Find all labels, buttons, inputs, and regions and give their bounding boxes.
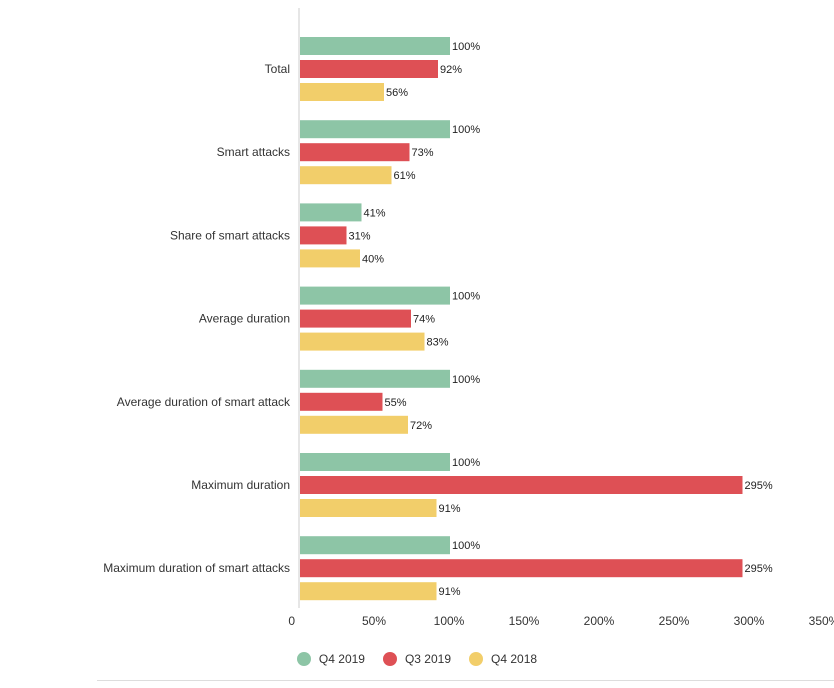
data-label: 100% (452, 540, 480, 552)
bar-q4-2018 (300, 415, 408, 434)
category-label: Share of smart attacks (170, 228, 290, 242)
bar-q4-2019 (300, 120, 450, 139)
legend-label: Q3 2019 (404, 652, 452, 666)
bar-q4-2019 (300, 369, 450, 388)
data-label: 295% (745, 563, 773, 575)
data-label: 74% (413, 314, 435, 326)
data-label: 61% (394, 170, 416, 182)
category-label: Average duration (199, 312, 290, 326)
data-label: 100% (452, 374, 480, 386)
bar-q4-2018 (300, 582, 437, 601)
bar-q4-2019 (300, 536, 450, 555)
data-label: 73% (412, 147, 434, 159)
bar-q3-2019 (300, 392, 383, 411)
data-label: 56% (386, 87, 408, 99)
legend: Q4 2019 Q3 2019 Q4 2018 (0, 648, 834, 670)
legend-label: Q4 2019 (318, 652, 365, 666)
bar-q4-2019 (300, 453, 450, 471)
bar-q4-2018 (300, 83, 384, 101)
data-label: 31% (349, 230, 371, 242)
category-label: Smart attacks (217, 145, 290, 159)
data-label: 100% (452, 124, 480, 136)
data-label: 295% (745, 480, 773, 492)
bar-q3-2019 (300, 60, 438, 78)
x-tick-label: 300% (734, 614, 765, 628)
legend-item[interactable]: Q4 2019 (296, 652, 365, 666)
data-label: 91% (439, 503, 461, 515)
bar-q4-2018 (300, 166, 392, 185)
data-label: 55% (385, 397, 407, 409)
legend-swatch (382, 652, 397, 666)
category-label: Average duration of smart attack (117, 395, 291, 409)
data-label: 83% (427, 337, 449, 349)
category-label: Maximum duration of smart attacks (103, 561, 290, 575)
category-label: Total (265, 62, 290, 76)
data-label: 91% (439, 586, 461, 598)
x-tick-label: 150% (509, 614, 540, 628)
bar-q3-2019 (300, 559, 743, 578)
data-label: 100% (452, 41, 480, 53)
bar-q3-2019 (300, 476, 743, 494)
bar-q3-2019 (300, 143, 410, 162)
bar-q3-2019 (300, 226, 347, 245)
legend-item[interactable]: Q4 2018 (469, 652, 537, 666)
x-tick-label: 350% (809, 614, 834, 628)
x-tick-label: 50% (362, 614, 386, 628)
data-label: 41% (364, 207, 386, 219)
data-label: 100% (452, 291, 480, 303)
bar-q3-2019 (300, 309, 411, 328)
x-tick-label: 0 (288, 614, 295, 628)
data-label: 92% (440, 64, 462, 76)
legend-label: Q4 2018 (491, 652, 538, 666)
bar-chart: Total 100% 92% 56% Smart attacks 100% 73% 61% Sh… (103, 8, 834, 628)
data-label: 72% (410, 420, 432, 432)
bar-q4-2018 (300, 499, 437, 517)
data-label: 100% (452, 457, 480, 469)
x-tick-label: 250% (659, 614, 690, 628)
legend-swatch (469, 652, 484, 666)
x-tick-label: 100% (434, 614, 465, 628)
bar-q4-2018 (300, 332, 425, 351)
bar-q4-2019 (300, 286, 450, 305)
bar-q4-2019 (300, 37, 450, 55)
legend-swatch (296, 652, 311, 666)
data-label: 40% (362, 253, 384, 265)
bar-q4-2018 (300, 249, 360, 268)
x-tick-label: 200% (584, 614, 615, 628)
legend-item[interactable]: Q3 2019 (382, 652, 452, 666)
category-label: Maximum duration (191, 478, 290, 492)
bar-q4-2019 (300, 203, 362, 222)
footer-divider (97, 680, 834, 681)
